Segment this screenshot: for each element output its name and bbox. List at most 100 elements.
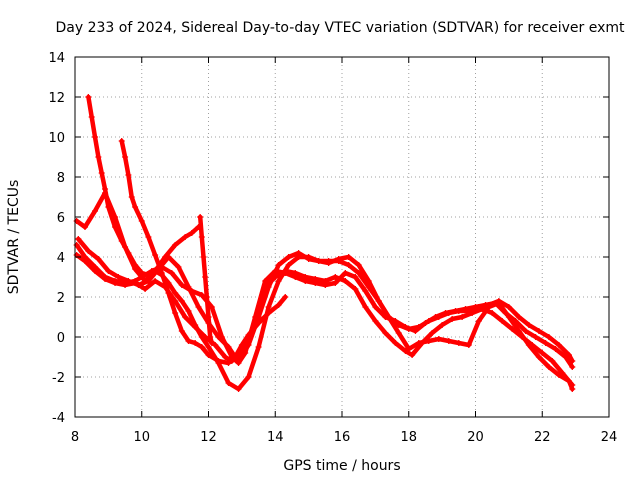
data-point	[185, 308, 192, 314]
data-series	[73, 94, 576, 392]
data-point	[195, 304, 202, 310]
data-point	[392, 340, 399, 346]
data-point	[175, 264, 182, 270]
data-point	[145, 234, 152, 240]
data-point	[245, 332, 252, 338]
data-point	[208, 340, 215, 346]
data-point	[285, 262, 292, 268]
data-point	[145, 272, 152, 278]
series-line	[86, 94, 575, 392]
data-point	[325, 258, 332, 264]
data-point	[118, 238, 125, 244]
data-point	[122, 282, 129, 288]
data-point	[188, 230, 195, 236]
data-point	[172, 242, 179, 248]
data-point	[565, 378, 572, 384]
data-point	[415, 340, 422, 346]
data-point	[565, 352, 572, 358]
x-axis-label: GPS time / hours	[283, 458, 400, 474]
data-point	[435, 314, 442, 320]
series-line	[74, 190, 201, 284]
data-point	[535, 354, 542, 360]
chart-title: Day 233 of 2024, Sidereal Day-to-day VTE…	[56, 20, 626, 36]
data-point	[125, 250, 132, 256]
data-point	[128, 194, 135, 200]
data-point	[222, 354, 229, 360]
data-point	[145, 278, 152, 284]
data-point	[532, 334, 539, 340]
data-point	[552, 346, 559, 352]
data-point	[465, 308, 472, 314]
data-point	[182, 234, 189, 240]
data-point	[405, 346, 412, 352]
data-point	[265, 304, 272, 310]
data-point	[499, 318, 506, 324]
grid	[75, 57, 609, 417]
data-point	[342, 270, 349, 276]
data-point	[275, 262, 282, 268]
data-point	[255, 314, 262, 320]
data-point	[459, 314, 466, 320]
data-point	[545, 364, 552, 370]
data-point	[489, 310, 496, 316]
series-track-5	[85, 94, 576, 392]
data-point	[509, 326, 516, 332]
data-point	[439, 322, 446, 328]
data-point	[515, 314, 522, 320]
data-point	[505, 304, 512, 310]
data-point	[292, 270, 299, 276]
data-point	[395, 330, 402, 336]
data-point	[255, 320, 262, 326]
data-point	[85, 248, 92, 254]
data-point	[215, 334, 222, 340]
data-point	[362, 288, 369, 294]
data-point	[142, 286, 149, 292]
data-point	[178, 282, 185, 288]
data-point	[549, 358, 556, 364]
data-point	[102, 276, 109, 282]
y-tick-label: -4	[52, 411, 65, 426]
data-point	[315, 258, 322, 264]
x-tick-label: 14	[267, 430, 284, 445]
data-point	[98, 170, 105, 176]
data-point	[402, 348, 409, 354]
data-point	[225, 380, 232, 386]
data-point	[225, 360, 232, 366]
data-point	[285, 254, 292, 260]
data-point	[138, 218, 145, 224]
data-point	[82, 258, 89, 264]
data-point	[312, 276, 319, 282]
data-point	[205, 314, 212, 320]
data-point	[205, 352, 212, 358]
data-point	[125, 172, 132, 178]
data-point	[102, 186, 109, 192]
data-point	[435, 336, 442, 342]
data-point	[385, 314, 392, 320]
data-point	[449, 316, 456, 322]
data-point	[158, 270, 165, 276]
series-track-7	[197, 214, 215, 346]
data-point	[202, 274, 209, 280]
data-point	[425, 338, 432, 344]
data-point	[245, 342, 252, 348]
data-point	[245, 374, 252, 380]
data-point	[198, 234, 205, 240]
data-point	[152, 268, 159, 274]
data-point	[335, 258, 342, 264]
data-point	[345, 254, 352, 260]
data-point	[238, 352, 245, 358]
x-tick-label: 8	[71, 430, 79, 445]
data-point	[455, 308, 462, 314]
data-point	[539, 350, 546, 356]
data-point	[172, 310, 179, 316]
data-point	[555, 342, 562, 348]
series-track-6	[118, 138, 289, 366]
series-line	[197, 214, 215, 346]
data-point	[198, 334, 205, 340]
data-point	[192, 340, 199, 346]
data-point	[345, 262, 352, 268]
data-point	[275, 302, 282, 308]
data-point	[445, 338, 452, 344]
data-point	[215, 358, 222, 364]
